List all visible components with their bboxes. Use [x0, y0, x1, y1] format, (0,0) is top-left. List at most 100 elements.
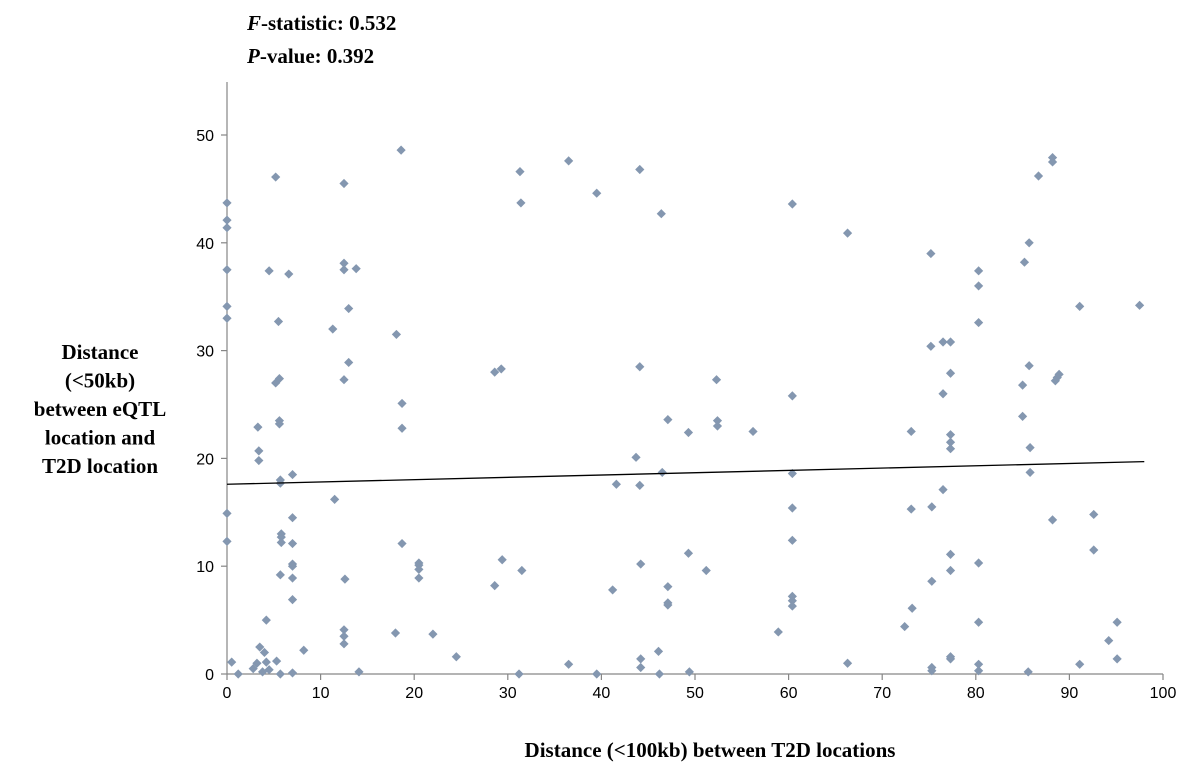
- data-point: [330, 494, 340, 504]
- x-tick-label: 100: [1150, 685, 1177, 702]
- data-point: [339, 178, 349, 189]
- data-point: [748, 426, 758, 437]
- trendline-group: [226, 460, 1145, 485]
- data-point: [1089, 545, 1099, 555]
- y-axis-label-line: T2D location: [42, 454, 158, 478]
- data-point: [927, 502, 937, 512]
- data-point: [907, 603, 917, 613]
- data-point: [945, 565, 956, 576]
- data-point: [938, 389, 948, 399]
- data-point: [276, 537, 286, 548]
- data-point: [261, 657, 271, 667]
- data-point: [926, 248, 936, 259]
- data-point: [906, 426, 916, 437]
- data-point: [1018, 411, 1028, 421]
- data-point: [1075, 659, 1085, 669]
- data-point: [1023, 667, 1033, 677]
- data-point: [391, 329, 402, 340]
- data-point: [339, 258, 349, 268]
- data-point: [787, 391, 797, 401]
- data-point: [514, 669, 524, 679]
- x-tick-label: 90: [1061, 685, 1079, 702]
- data-point: [900, 621, 910, 632]
- data-point: [222, 313, 232, 323]
- data-point: [351, 264, 361, 274]
- data-point: [974, 266, 984, 276]
- data-point: [261, 615, 271, 625]
- p-value-text: P-value: 0.392: [246, 44, 374, 68]
- data-point: [945, 337, 956, 347]
- x-tick-label: 0: [223, 685, 232, 702]
- data-point: [657, 467, 667, 478]
- data-point: [974, 617, 984, 627]
- stats-annotation: F-statistic: 0.532 P-value: 0.392: [246, 11, 396, 68]
- data-point: [275, 570, 285, 580]
- data-point: [287, 538, 298, 549]
- data-point: [1089, 509, 1099, 520]
- y-axis-label-line: between eQTL: [34, 397, 166, 421]
- data-point: [945, 437, 956, 447]
- data-point: [284, 269, 294, 279]
- data-point: [233, 669, 243, 679]
- f-statistic-text: F-statistic: 0.532: [246, 11, 396, 35]
- data-point: [248, 664, 258, 674]
- data-point: [712, 421, 723, 431]
- data-point: [339, 265, 349, 275]
- y-axis-label-line: location and: [45, 426, 156, 450]
- data-point: [222, 198, 232, 208]
- data-point: [490, 581, 500, 591]
- data-point: [663, 600, 673, 610]
- x-axis-label: Distance (<100kb) between T2D locations: [525, 738, 896, 762]
- data-point: [945, 549, 956, 559]
- tick-labels: 0 10 20 30 40 50 60 70 80 90 100 0 10 20 30 40 50: [196, 128, 1176, 702]
- data-point: [339, 639, 349, 649]
- y-axis-label: Distance (<50kb) between eQTL location and T…: [34, 340, 166, 478]
- data-point: [222, 301, 232, 312]
- data-point: [654, 669, 665, 679]
- data-point: [974, 317, 984, 328]
- data-point: [1112, 617, 1122, 627]
- data-point: [635, 164, 645, 175]
- data-point: [397, 398, 407, 409]
- data-point: [945, 368, 956, 378]
- data-point: [636, 662, 646, 673]
- data-point: [254, 455, 264, 466]
- data-point: [339, 631, 349, 641]
- data-point: [428, 629, 438, 639]
- data-point: [397, 538, 407, 549]
- data-point: [663, 582, 673, 592]
- x-tick-label: 10: [312, 685, 330, 702]
- data-point: [390, 628, 401, 638]
- data-point: [287, 573, 298, 583]
- data-point: [287, 668, 298, 678]
- data-point: [222, 265, 232, 275]
- data-point: [1075, 301, 1085, 312]
- data-point: [252, 658, 262, 668]
- data-point: [592, 188, 602, 198]
- data-point: [1047, 157, 1058, 167]
- data-point: [945, 444, 956, 454]
- data-point: [787, 199, 797, 209]
- data-point: [631, 452, 641, 462]
- x-tick-label: 60: [780, 685, 798, 702]
- data-point: [253, 422, 263, 432]
- data-point: [1135, 300, 1145, 310]
- data-point: [287, 513, 298, 523]
- x-tick-label: 30: [499, 685, 517, 702]
- data-point: [344, 303, 354, 314]
- data-point: [926, 341, 936, 351]
- data-point: [787, 535, 797, 545]
- data-point: [927, 576, 937, 586]
- data-point: [271, 172, 281, 182]
- trendline: [226, 460, 1145, 485]
- data-point: [1054, 369, 1064, 379]
- y-tick-label: 0: [205, 667, 214, 684]
- data-point: [684, 667, 694, 677]
- data-point: [264, 266, 274, 276]
- data-point: [272, 656, 282, 666]
- data-point: [451, 652, 461, 662]
- data-point: [516, 198, 526, 208]
- x-tick-label: 80: [967, 685, 985, 702]
- data-point: [927, 666, 937, 676]
